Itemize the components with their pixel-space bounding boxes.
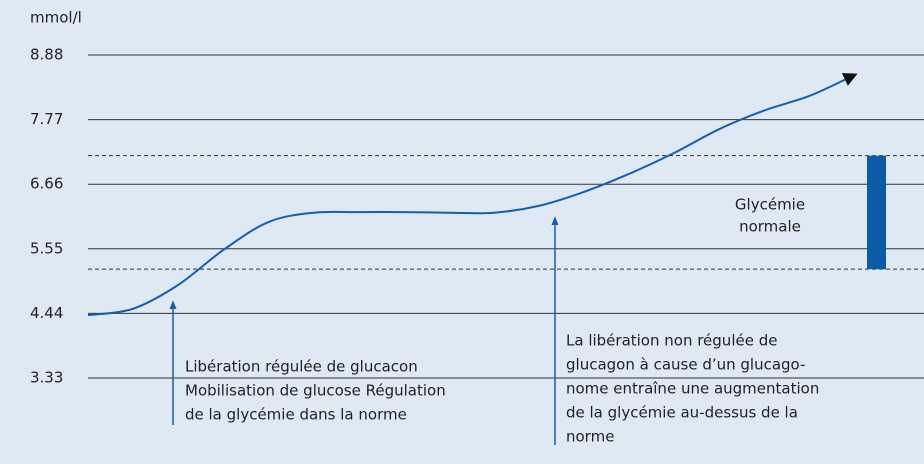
annotation-text: de la glycémie dans la norme (185, 406, 407, 424)
y-tick-label: 4.44 (30, 304, 63, 322)
annotation-text: de la glycémie au-dessus de la (566, 404, 798, 422)
reference-band (867, 155, 886, 270)
reference-label: normale (739, 218, 801, 236)
reference-label: Glycémie (735, 196, 805, 214)
y-tick-label: 8.88 (30, 46, 63, 64)
line-series (87, 73, 858, 317)
annotation-text: Libération régulée de glucacon (185, 358, 418, 376)
y-tick-label: 7.77 (30, 110, 63, 128)
annotation-text: norme (566, 428, 614, 446)
annotation-text: nome entraîne une augmentation (566, 380, 819, 398)
y-tick-label: 6.66 (30, 175, 63, 193)
annotation-text: Mobilisation de glucose Régulation (185, 382, 446, 400)
annotation-text: La libération non régulée de (566, 332, 777, 350)
y-tick-label: 5.55 (30, 239, 63, 257)
y-tick-label: 3.33 (30, 369, 63, 387)
y-axis-label: mmol/l (30, 9, 82, 27)
annotation-text: glucagon à cause d’un glucago- (566, 356, 805, 374)
